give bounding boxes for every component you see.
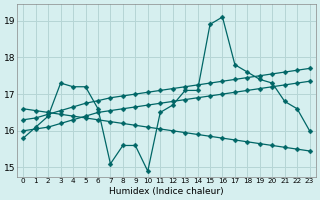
X-axis label: Humidex (Indice chaleur): Humidex (Indice chaleur) bbox=[109, 187, 224, 196]
